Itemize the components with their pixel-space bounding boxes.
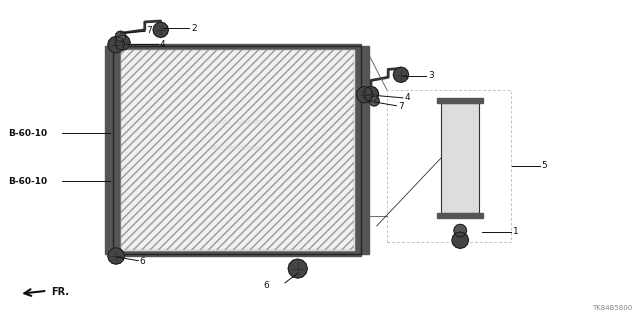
Text: 7: 7 — [398, 102, 404, 111]
Polygon shape — [394, 67, 408, 82]
Polygon shape — [288, 259, 307, 278]
Text: 3: 3 — [428, 71, 434, 80]
Text: 7: 7 — [146, 26, 152, 35]
Text: 1: 1 — [513, 227, 519, 236]
Polygon shape — [437, 98, 483, 103]
Text: B-60-10: B-60-10 — [8, 129, 47, 138]
Text: 2: 2 — [191, 24, 197, 33]
Polygon shape — [108, 36, 124, 53]
Polygon shape — [356, 86, 373, 103]
Text: FR.: FR. — [51, 287, 69, 297]
Polygon shape — [153, 22, 168, 37]
Text: 2015: 2015 — [228, 169, 246, 175]
Polygon shape — [115, 31, 125, 41]
Bar — [441, 103, 479, 213]
Polygon shape — [113, 46, 362, 254]
Text: 6: 6 — [140, 257, 145, 266]
Text: 6: 6 — [263, 281, 269, 290]
Polygon shape — [369, 96, 380, 106]
Polygon shape — [354, 46, 369, 254]
Polygon shape — [113, 250, 362, 256]
Polygon shape — [105, 46, 120, 254]
Polygon shape — [113, 44, 362, 50]
Polygon shape — [115, 35, 130, 50]
Text: 4: 4 — [404, 93, 410, 102]
Text: 4: 4 — [159, 40, 165, 48]
Text: 5: 5 — [541, 161, 547, 170]
Text: TK84B5800: TK84B5800 — [592, 305, 632, 311]
Polygon shape — [437, 213, 483, 218]
Text: B-60-10: B-60-10 — [8, 177, 47, 186]
Polygon shape — [120, 50, 354, 250]
Polygon shape — [454, 224, 467, 237]
Polygon shape — [108, 248, 124, 264]
Text: A/C Condenser: A/C Condenser — [211, 145, 263, 152]
Polygon shape — [364, 86, 379, 102]
Text: Honda   Odyssey: Honda Odyssey — [207, 119, 267, 124]
Polygon shape — [452, 232, 468, 249]
